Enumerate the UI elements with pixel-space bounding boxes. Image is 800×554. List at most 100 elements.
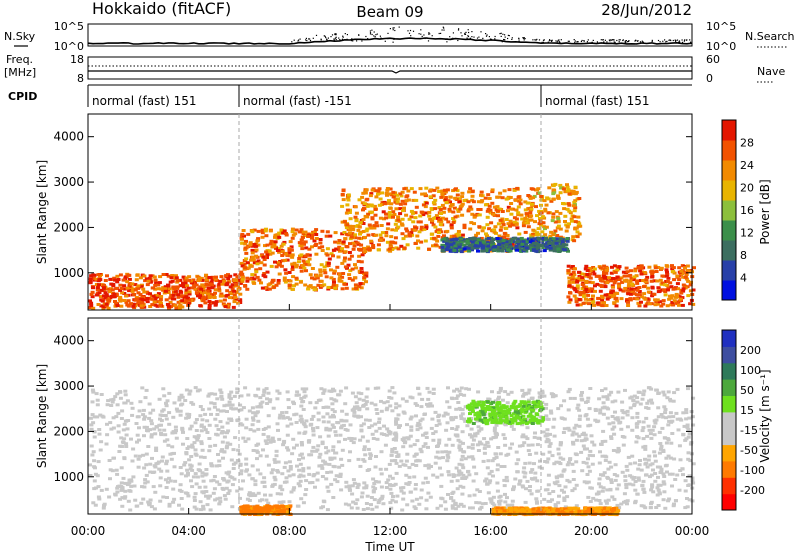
nsearch-point bbox=[557, 39, 559, 42]
heatmap-cell bbox=[329, 397, 334, 401]
heatmap-cell bbox=[590, 281, 595, 285]
heatmap-cell bbox=[389, 193, 394, 197]
heatmap-cell bbox=[300, 247, 305, 251]
heatmap-cell bbox=[587, 407, 592, 411]
heatmap-cell bbox=[365, 204, 370, 208]
heatmap-cell bbox=[508, 249, 513, 253]
heatmap-cell bbox=[637, 463, 642, 467]
heatmap-cell bbox=[647, 265, 652, 269]
heatmap-cell bbox=[414, 414, 418, 418]
heatmap-cell bbox=[286, 398, 291, 402]
heatmap-cell bbox=[88, 281, 93, 285]
heatmap-cell bbox=[389, 453, 394, 457]
heatmap-cell bbox=[610, 415, 615, 418]
heatmap-cell bbox=[178, 303, 183, 307]
heatmap-cell bbox=[407, 217, 412, 221]
heatmap-cell bbox=[536, 248, 541, 251]
nsearch-point bbox=[410, 35, 412, 37]
heatmap-cell bbox=[123, 481, 128, 485]
heatmap-cell bbox=[611, 277, 616, 280]
heatmap-cell bbox=[104, 442, 109, 446]
heatmap-cell bbox=[583, 267, 588, 271]
heatmap-cell bbox=[639, 295, 644, 299]
nsearch-point bbox=[634, 40, 636, 42]
heatmap-cell bbox=[632, 394, 637, 398]
heatmap-cell bbox=[577, 408, 582, 412]
heatmap-cell bbox=[599, 285, 604, 288]
heatmap-cell bbox=[555, 215, 560, 219]
heatmap-cell bbox=[122, 299, 127, 302]
heatmap-cell bbox=[442, 234, 446, 238]
heatmap-cell bbox=[331, 425, 336, 429]
heatmap-cell bbox=[566, 202, 571, 206]
heatmap-cell bbox=[574, 432, 579, 436]
heatmap-cell bbox=[135, 273, 140, 277]
heatmap-cell bbox=[142, 290, 147, 294]
heatmap-cell bbox=[319, 279, 324, 283]
heatmap-cell bbox=[221, 294, 226, 298]
nsearch-point bbox=[669, 39, 671, 41]
heatmap-cell bbox=[314, 274, 319, 278]
heatmap-cell bbox=[193, 448, 198, 452]
heatmap-cell bbox=[439, 220, 444, 224]
heatmap-cell bbox=[262, 476, 267, 480]
heatmap-cell bbox=[612, 432, 617, 436]
heatmap-cell bbox=[107, 495, 112, 499]
heatmap-cell bbox=[607, 460, 612, 464]
heatmap-cell bbox=[601, 395, 606, 399]
heatmap-cell bbox=[408, 444, 413, 448]
heatmap-cell bbox=[596, 303, 601, 307]
nsearch-point bbox=[469, 37, 471, 39]
heatmap-cell bbox=[491, 474, 495, 478]
heatmap-cell bbox=[457, 406, 462, 410]
heatmap-cell bbox=[246, 232, 251, 236]
heatmap-cell bbox=[346, 198, 351, 202]
heatmap-cell bbox=[456, 209, 461, 213]
heatmap-cell bbox=[496, 397, 501, 401]
heatmap-cell bbox=[452, 248, 457, 252]
heatmap-cell bbox=[404, 482, 409, 486]
heatmap-cell bbox=[312, 277, 317, 281]
heatmap-cell bbox=[160, 455, 165, 459]
heatmap-cell bbox=[393, 241, 398, 245]
nsearch-point bbox=[392, 27, 394, 29]
heatmap-cell bbox=[573, 185, 578, 189]
heatmap-cell bbox=[401, 497, 406, 501]
heatmap-cell bbox=[181, 275, 186, 279]
heatmap-cell bbox=[229, 406, 234, 410]
heatmap-cell bbox=[546, 417, 551, 421]
heatmap-cell bbox=[164, 289, 168, 293]
heatmap-cell bbox=[338, 472, 343, 476]
heatmap-cell bbox=[96, 303, 101, 306]
heatmap-cell bbox=[462, 393, 467, 397]
heatmap-cell bbox=[506, 222, 511, 226]
heatmap-cell bbox=[666, 499, 671, 503]
heatmap-cell bbox=[263, 426, 268, 430]
heatmap-cell bbox=[621, 443, 626, 447]
heatmap-cell bbox=[240, 272, 245, 276]
heatmap-cell bbox=[644, 406, 649, 410]
heatmap-cell bbox=[527, 489, 532, 493]
heatmap-cell bbox=[423, 476, 428, 480]
heatmap-cell bbox=[101, 415, 106, 419]
heatmap-cell bbox=[376, 189, 381, 193]
heatmap-cell bbox=[648, 432, 653, 436]
heatmap-cell bbox=[364, 274, 369, 278]
heatmap-cell bbox=[609, 437, 614, 440]
heatmap-cell bbox=[605, 297, 610, 301]
heatmap-cell bbox=[563, 485, 568, 489]
nsearch-point bbox=[428, 32, 430, 34]
heatmap-cell bbox=[320, 245, 325, 249]
heatmap-cell bbox=[630, 454, 635, 458]
heatmap-cell bbox=[285, 416, 290, 420]
heatmap-cell bbox=[166, 291, 171, 294]
heatmap-cell bbox=[454, 233, 459, 237]
heatmap-cell bbox=[307, 472, 312, 476]
heatmap-cell bbox=[586, 495, 591, 499]
nsearch-point bbox=[393, 27, 395, 29]
heatmap-cell bbox=[272, 285, 277, 289]
heatmap-cell bbox=[335, 480, 340, 484]
nsearch-point bbox=[606, 41, 608, 43]
heatmap-cell bbox=[521, 394, 526, 398]
heatmap-cell bbox=[388, 501, 393, 505]
